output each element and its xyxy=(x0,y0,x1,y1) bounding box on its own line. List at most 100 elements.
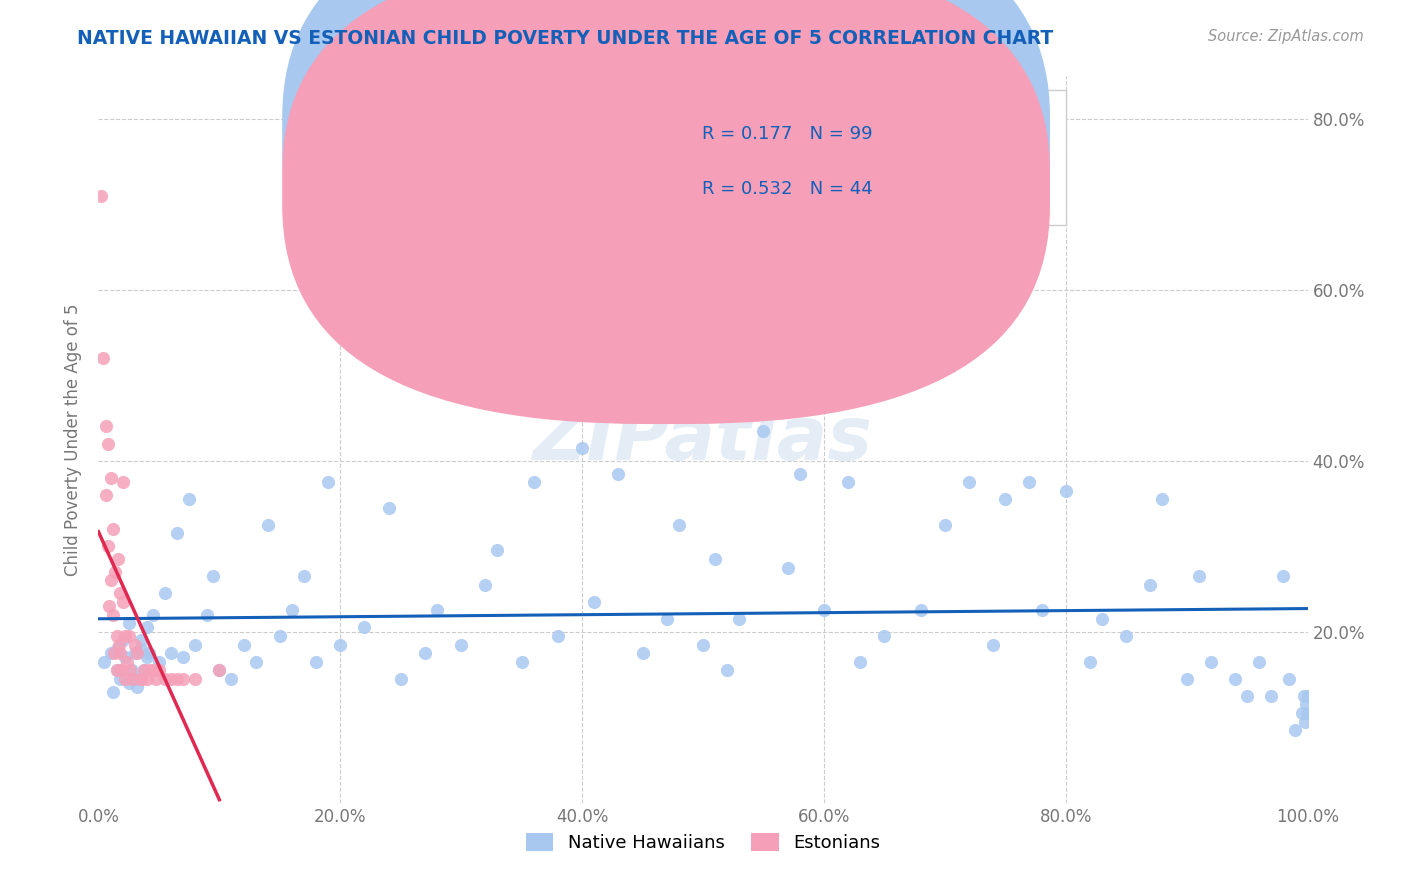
Point xyxy=(1078,655,1101,669)
Point xyxy=(107,552,129,566)
Point xyxy=(105,663,128,677)
Point xyxy=(101,684,124,698)
Point xyxy=(607,467,630,481)
Point xyxy=(752,424,775,438)
Point xyxy=(1296,689,1319,703)
Y-axis label: Child Poverty Under the Age of 5: Child Poverty Under the Age of 5 xyxy=(65,303,83,575)
Point xyxy=(1018,475,1040,489)
Point xyxy=(450,638,472,652)
Point xyxy=(316,475,339,489)
Point xyxy=(118,629,141,643)
Point xyxy=(1292,689,1315,703)
Point xyxy=(103,646,125,660)
Point xyxy=(148,655,170,669)
Point xyxy=(94,419,117,434)
Point xyxy=(100,471,122,485)
Point xyxy=(292,569,315,583)
Point xyxy=(129,641,152,656)
Point xyxy=(1291,706,1313,720)
Point xyxy=(202,569,225,583)
Point xyxy=(135,650,157,665)
Point xyxy=(994,492,1017,507)
Point xyxy=(631,646,654,660)
Point xyxy=(269,629,291,643)
FancyBboxPatch shape xyxy=(283,0,1050,424)
Point xyxy=(389,672,412,686)
Point xyxy=(510,655,533,669)
Point xyxy=(1031,603,1053,617)
FancyBboxPatch shape xyxy=(624,90,1066,225)
Point xyxy=(172,672,194,686)
Point xyxy=(1175,672,1198,686)
Point xyxy=(100,646,122,660)
Point xyxy=(1272,569,1295,583)
Point xyxy=(91,351,114,365)
Point xyxy=(104,565,127,579)
Point xyxy=(789,467,811,481)
Point xyxy=(135,620,157,634)
Point xyxy=(547,629,569,643)
Point xyxy=(571,441,593,455)
Point xyxy=(118,616,141,631)
Text: Source: ZipAtlas.com: Source: ZipAtlas.com xyxy=(1208,29,1364,44)
Point xyxy=(134,663,156,677)
Point xyxy=(117,655,139,669)
Point xyxy=(128,672,150,686)
Point xyxy=(127,681,149,695)
Point xyxy=(145,672,167,686)
Point xyxy=(1091,612,1114,626)
Point xyxy=(142,663,165,677)
Legend: Native Hawaiians, Estonians: Native Hawaiians, Estonians xyxy=(519,825,887,859)
Point xyxy=(486,543,509,558)
Point xyxy=(111,475,134,489)
Point xyxy=(1278,672,1301,686)
Point xyxy=(668,517,690,532)
Point xyxy=(655,612,678,626)
Point xyxy=(1188,569,1211,583)
Point xyxy=(166,526,188,541)
Point xyxy=(1236,689,1258,703)
Point xyxy=(957,475,980,489)
Point xyxy=(849,655,872,669)
Point xyxy=(114,650,136,665)
Point xyxy=(1284,723,1306,737)
Point xyxy=(523,475,546,489)
Point xyxy=(105,641,128,656)
Point xyxy=(426,603,449,617)
Point xyxy=(305,655,328,669)
Point xyxy=(897,261,920,276)
Point xyxy=(208,663,231,677)
Point xyxy=(813,603,835,617)
Point xyxy=(100,574,122,588)
Point xyxy=(108,672,131,686)
Point xyxy=(135,672,157,686)
Point xyxy=(1139,578,1161,592)
Point xyxy=(124,646,146,660)
Point xyxy=(172,650,194,665)
Point xyxy=(94,488,117,502)
Point xyxy=(98,599,121,613)
Point xyxy=(134,663,156,677)
Point xyxy=(329,638,352,652)
Point xyxy=(129,633,152,648)
Point xyxy=(195,607,218,622)
Point xyxy=(121,672,143,686)
Point xyxy=(837,475,859,489)
Point xyxy=(97,539,120,553)
Text: R = 0.532   N = 44: R = 0.532 N = 44 xyxy=(702,179,873,197)
Point xyxy=(728,612,751,626)
Point xyxy=(1115,629,1137,643)
Point xyxy=(108,638,131,652)
Point xyxy=(1054,483,1077,498)
Point xyxy=(1199,655,1222,669)
Point xyxy=(692,638,714,652)
Point xyxy=(127,646,149,660)
Point xyxy=(910,603,932,617)
Point xyxy=(166,672,188,686)
Point xyxy=(131,672,153,686)
Point xyxy=(245,655,267,669)
Text: ZIPatlas: ZIPatlas xyxy=(533,403,873,475)
Point xyxy=(110,663,132,677)
Point xyxy=(101,522,124,536)
Point xyxy=(142,607,165,622)
